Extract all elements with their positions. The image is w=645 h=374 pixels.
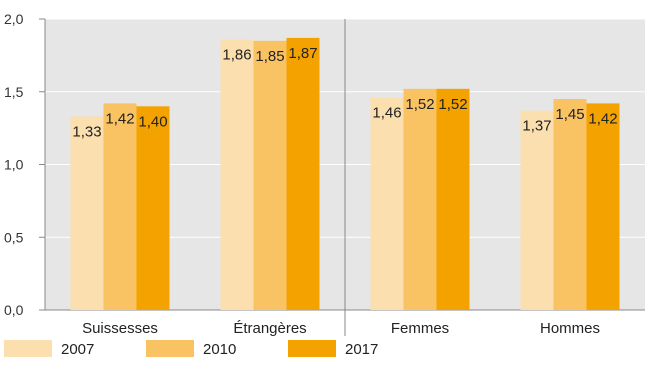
data-label: 1,33	[72, 123, 101, 140]
bar-2007-1	[70, 116, 104, 310]
y-tick-label: 0,0	[4, 302, 24, 318]
data-label: 1,85	[255, 48, 284, 65]
legend-swatch-2007	[4, 340, 52, 357]
data-label: 1,42	[105, 110, 134, 127]
y-tick-label: 0,5	[4, 229, 24, 245]
bar-2007-2	[220, 39, 254, 311]
data-label: 1,40	[138, 113, 167, 130]
bar-2010-3	[403, 88, 437, 310]
x-category-label: Femmes	[391, 320, 449, 337]
legend-swatch-2010	[146, 340, 194, 357]
bar-2010-1	[103, 103, 137, 310]
bar-2017-1	[136, 106, 170, 310]
data-label: 1,46	[372, 105, 401, 122]
legend-label-2007: 2007	[61, 341, 94, 358]
data-label: 1,52	[405, 96, 434, 113]
bar-2017-3	[436, 88, 470, 310]
legend-label-2010: 2010	[203, 341, 236, 358]
y-tick-label: 1,0	[4, 157, 24, 173]
bar-2010-4	[553, 99, 587, 311]
y-tick-label: 2,0	[4, 11, 24, 27]
legend-label-2017: 2017	[345, 341, 378, 358]
x-category-label: Étrangères	[233, 320, 306, 337]
legend-swatch-2017	[288, 340, 336, 357]
y-tick-label: 1,5	[4, 84, 24, 100]
data-label: 1,42	[588, 110, 617, 127]
bar-2007-4	[520, 110, 554, 310]
data-label: 1,86	[222, 46, 251, 63]
data-label: 1,45	[555, 106, 584, 123]
x-category-label: Suissesses	[82, 320, 158, 337]
bar-2017-2	[286, 37, 320, 310]
bar-2017-4	[586, 103, 620, 310]
bar-2007-3	[370, 97, 404, 310]
bar-2010-2	[253, 40, 287, 310]
data-label: 1,37	[522, 118, 551, 135]
x-category-label: Hommes	[540, 320, 600, 337]
data-label: 1,87	[288, 45, 317, 62]
data-label: 1,52	[438, 96, 467, 113]
